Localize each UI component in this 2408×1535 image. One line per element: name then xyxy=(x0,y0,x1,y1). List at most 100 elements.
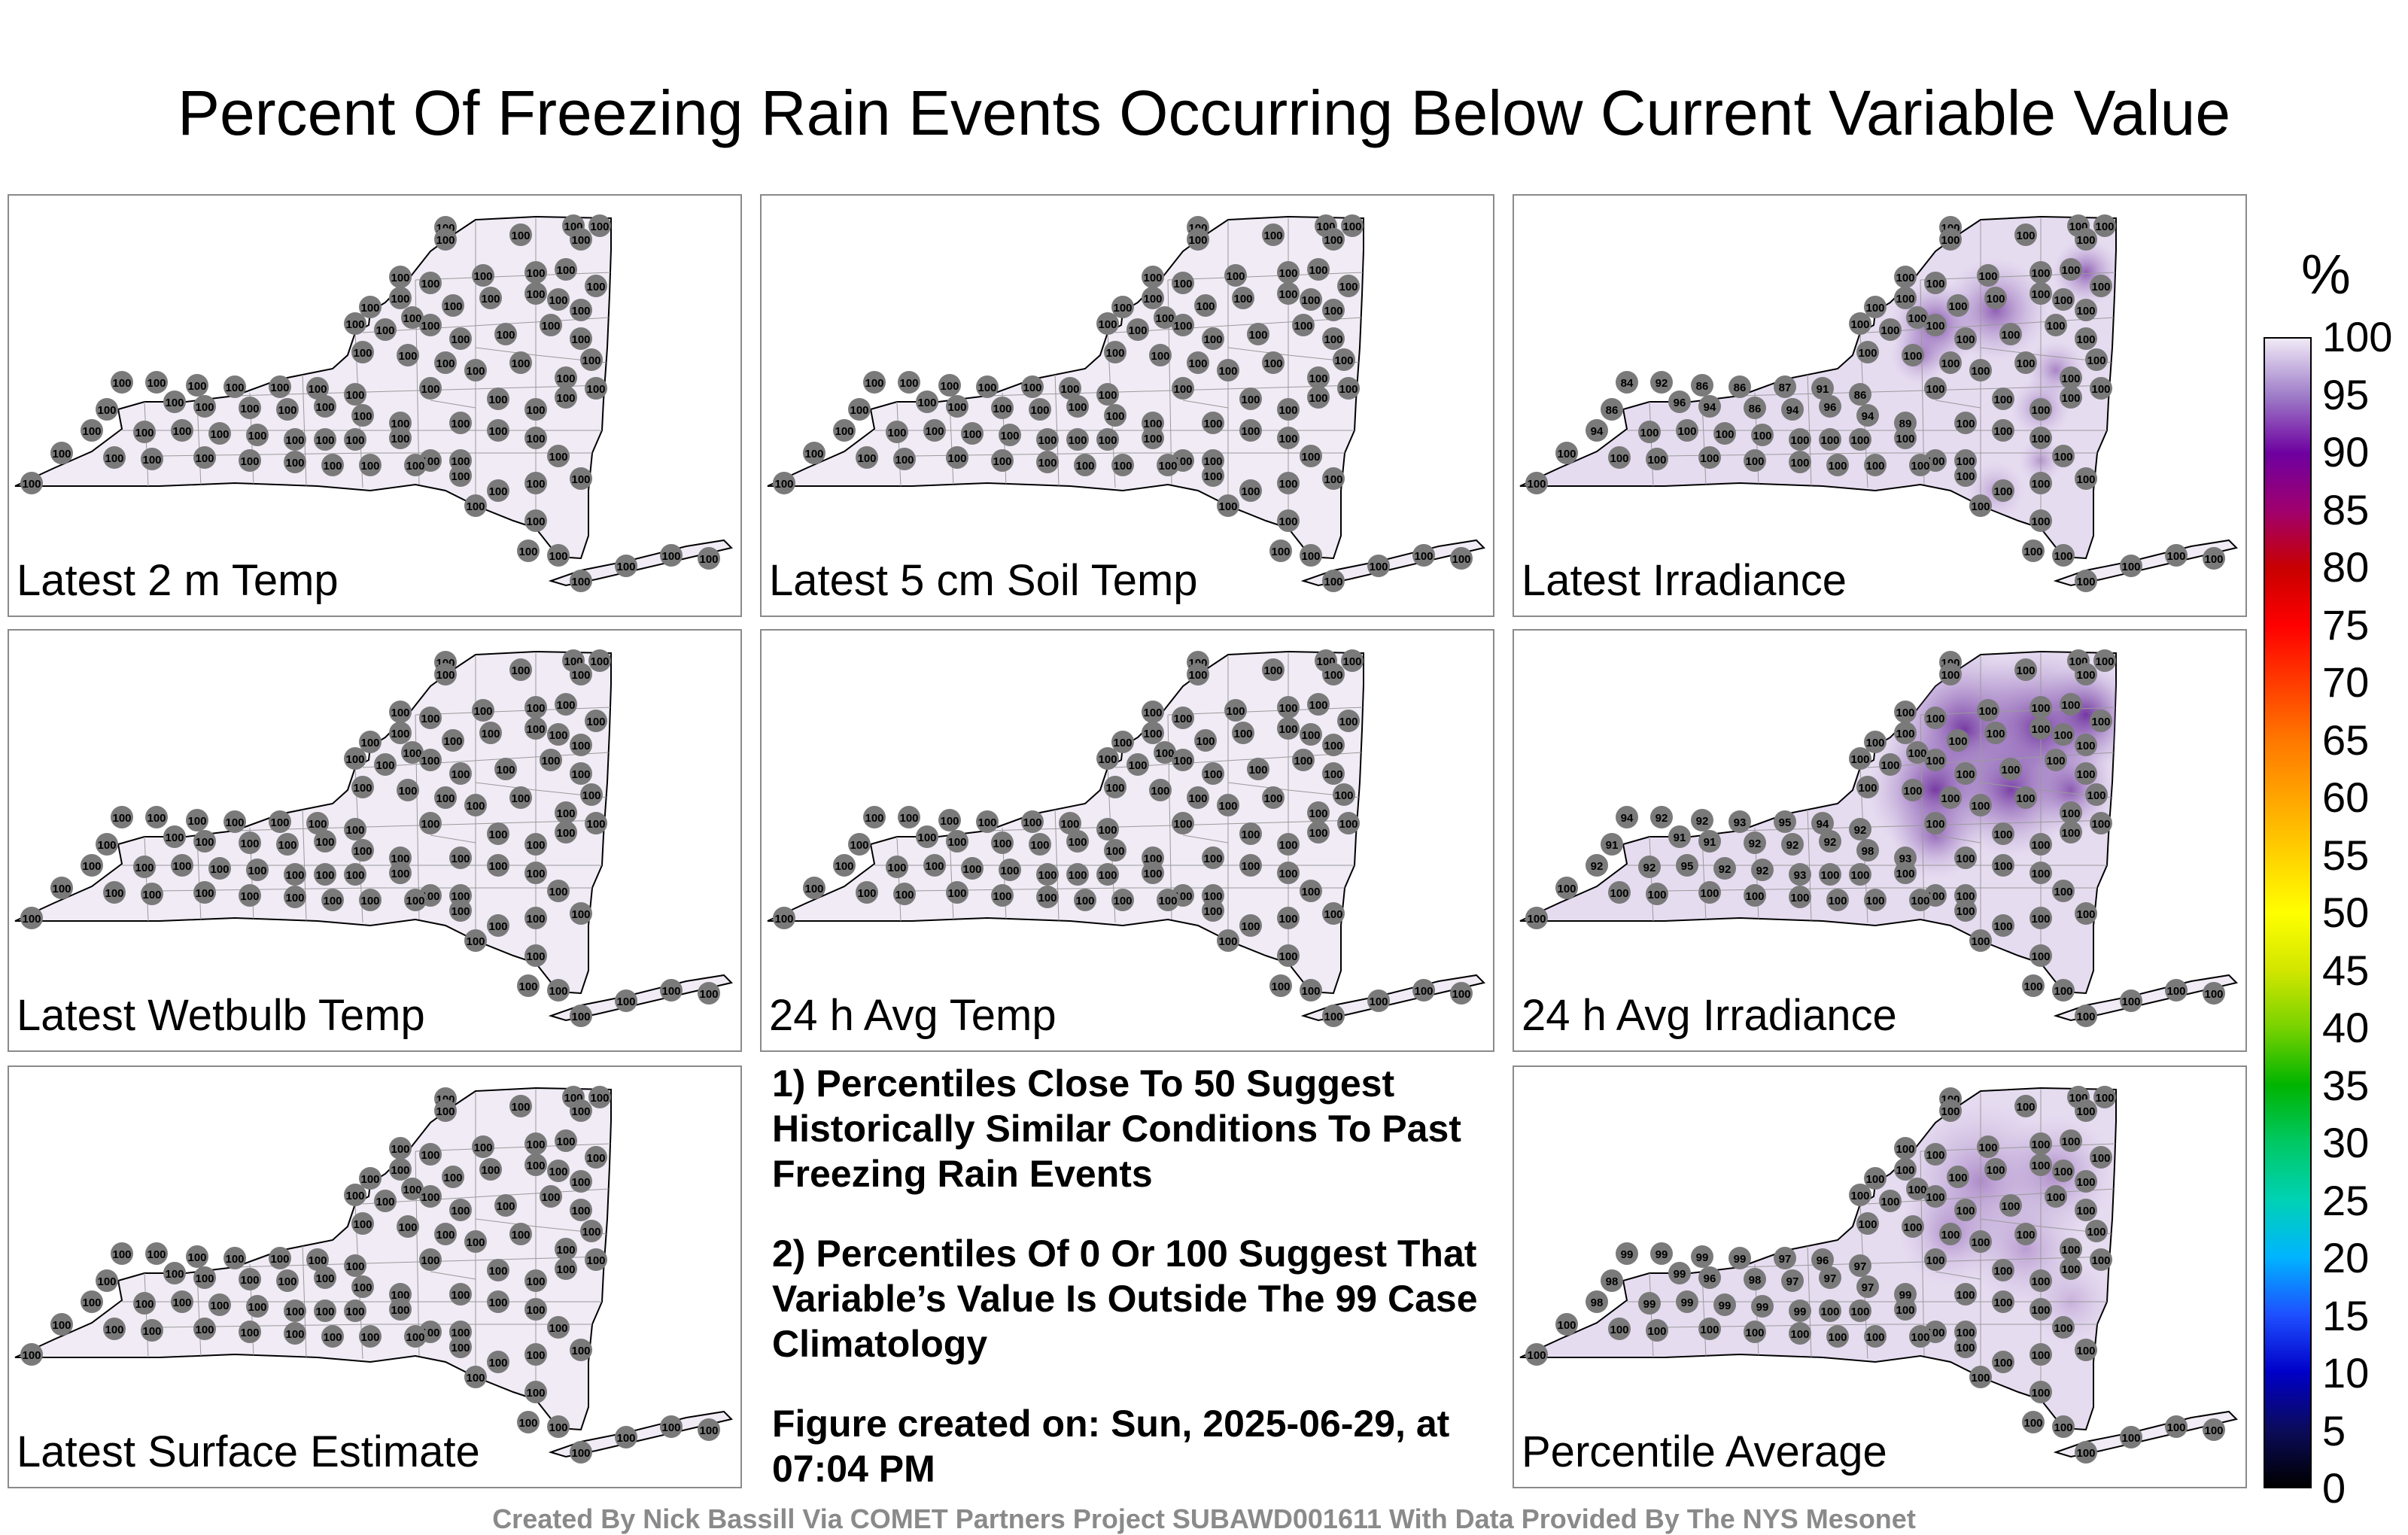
station-value: 100 xyxy=(345,824,364,837)
station-value: 100 xyxy=(549,1166,567,1178)
station-marker: 100 xyxy=(2165,1415,2188,1438)
station-marker: 95 xyxy=(1774,810,1796,833)
station-marker: 100 xyxy=(1894,701,1917,723)
panel-latest-2m-temp: 100 100 100 100 100 100 100 100 100 100 100 100 100 1… xyxy=(8,194,742,617)
county-border xyxy=(415,272,611,281)
station-marker: 100 xyxy=(1638,421,1661,443)
station-value: 100 xyxy=(1023,816,1041,829)
station-marker: 100 xyxy=(487,419,509,442)
station-marker: 100 xyxy=(1954,449,1977,472)
station-value: 100 xyxy=(1173,320,1192,333)
station-marker: 100 xyxy=(1992,1351,2014,1373)
station-value: 100 xyxy=(315,1272,334,1285)
station-value: 100 xyxy=(1414,550,1433,563)
station-value: 100 xyxy=(2076,1105,2095,1118)
station-marker: 100 xyxy=(524,282,547,305)
station-value: 100 xyxy=(285,892,304,904)
station-marker: 100 xyxy=(276,398,299,421)
station-value: 100 xyxy=(526,478,545,491)
station-marker: 100 xyxy=(1187,663,1209,685)
station-marker: 99 xyxy=(1638,1292,1661,1315)
station-marker: 100 xyxy=(580,1220,603,1242)
station-value: 100 xyxy=(1038,869,1057,882)
station-marker: 100 xyxy=(1036,863,1059,886)
station-value: 100 xyxy=(1339,818,1358,831)
station-value: 100 xyxy=(2054,1322,2072,1335)
station-value: 100 xyxy=(526,868,545,880)
station-marker: 100 xyxy=(588,1086,611,1108)
station-marker: 100 xyxy=(1894,1158,1917,1181)
station-value: 100 xyxy=(360,1331,379,1344)
station-value: 100 xyxy=(22,1349,41,1362)
station-marker: 100 xyxy=(1172,314,1194,336)
station-marker: 100 xyxy=(133,856,156,878)
station-marker: 100 xyxy=(886,856,908,878)
station-value: 100 xyxy=(488,394,507,406)
station-value: 100 xyxy=(135,427,154,439)
station-marker: 100 xyxy=(1412,979,1435,1002)
station-marker: 100 xyxy=(2022,540,2045,562)
station-marker: 100 xyxy=(2029,1343,2052,1366)
station-marker: 100 xyxy=(2052,288,2075,311)
station-value: 100 xyxy=(1993,425,2012,438)
station-value: 100 xyxy=(421,320,439,333)
station-value: 100 xyxy=(496,1200,515,1213)
station-marker: 100 xyxy=(1247,758,1269,780)
station-value: 100 xyxy=(1196,735,1215,748)
station-marker: 100 xyxy=(269,1247,291,1269)
station-value: 100 xyxy=(526,702,545,715)
station-marker: 100 xyxy=(2075,1441,2097,1464)
station-value: 100 xyxy=(1271,546,1290,558)
station-value: 100 xyxy=(1993,1357,2012,1369)
station-value: 100 xyxy=(518,980,537,993)
station-value: 100 xyxy=(2076,305,2095,318)
station-marker: 100 xyxy=(401,306,424,329)
station-marker: 100 xyxy=(1367,989,1390,1012)
station-marker: 100 xyxy=(2060,366,2082,389)
station-value: 100 xyxy=(1527,1349,1546,1362)
county-border xyxy=(1935,1271,1981,1280)
county-border xyxy=(949,401,954,487)
station-marker: 100 xyxy=(1341,649,1364,672)
station-marker: 100 xyxy=(1826,1325,1849,1348)
station-value: 100 xyxy=(142,889,161,901)
station-marker: 92 xyxy=(1751,859,1774,881)
station-marker: 100 xyxy=(1066,830,1089,853)
station-marker: 100 xyxy=(434,663,457,685)
station-value: 100 xyxy=(774,478,793,491)
station-marker: 100 xyxy=(1947,1166,1969,1188)
station-marker: 100 xyxy=(1111,296,1134,318)
ny-state-map: 100 100 100 100 100 100 100 100 100 100 100 100 100 1… xyxy=(14,649,733,1027)
station-value: 100 xyxy=(616,1432,635,1445)
station-value: 100 xyxy=(1941,357,1960,370)
station-marker: 100 xyxy=(50,442,73,464)
station-marker: 100 xyxy=(1856,1212,1879,1235)
station-value: 100 xyxy=(2031,433,2050,445)
station-value: 100 xyxy=(1155,747,1174,760)
station-marker: 100 xyxy=(1217,359,1239,381)
station-marker: 100 xyxy=(344,312,366,335)
station-marker: 100 xyxy=(2120,989,2142,1012)
station-marker: 100 xyxy=(359,731,382,753)
station-marker: 100 xyxy=(1307,801,1330,824)
panel-latest-5cm-soil-temp: 100 100 100 100 100 100 100 100 100 100 100 100 100 1… xyxy=(760,194,1494,617)
station-value: 97 xyxy=(1786,1275,1799,1288)
station-value: 100 xyxy=(1820,434,1839,447)
station-marker: 100 xyxy=(1646,448,1668,470)
station-value: 100 xyxy=(1278,839,1297,852)
station-value: 100 xyxy=(1188,792,1207,805)
station-value: 100 xyxy=(1790,892,1809,904)
colorbar-unit: % xyxy=(2301,243,2351,305)
county-border xyxy=(949,836,954,922)
station-marker: 100 xyxy=(449,1283,472,1306)
station-marker: 100 xyxy=(1608,446,1631,469)
county-border xyxy=(1701,836,1707,922)
station-marker: 100 xyxy=(1202,884,1224,907)
station-value: 100 xyxy=(571,305,590,318)
colorbar-tick-label: 50 xyxy=(2322,889,2370,936)
county-border xyxy=(362,752,610,768)
station-value: 100 xyxy=(451,333,470,346)
station-marker: 100 xyxy=(1187,351,1209,374)
station-marker: 100 xyxy=(2075,1005,2097,1027)
station-marker: 100 xyxy=(1202,412,1224,434)
